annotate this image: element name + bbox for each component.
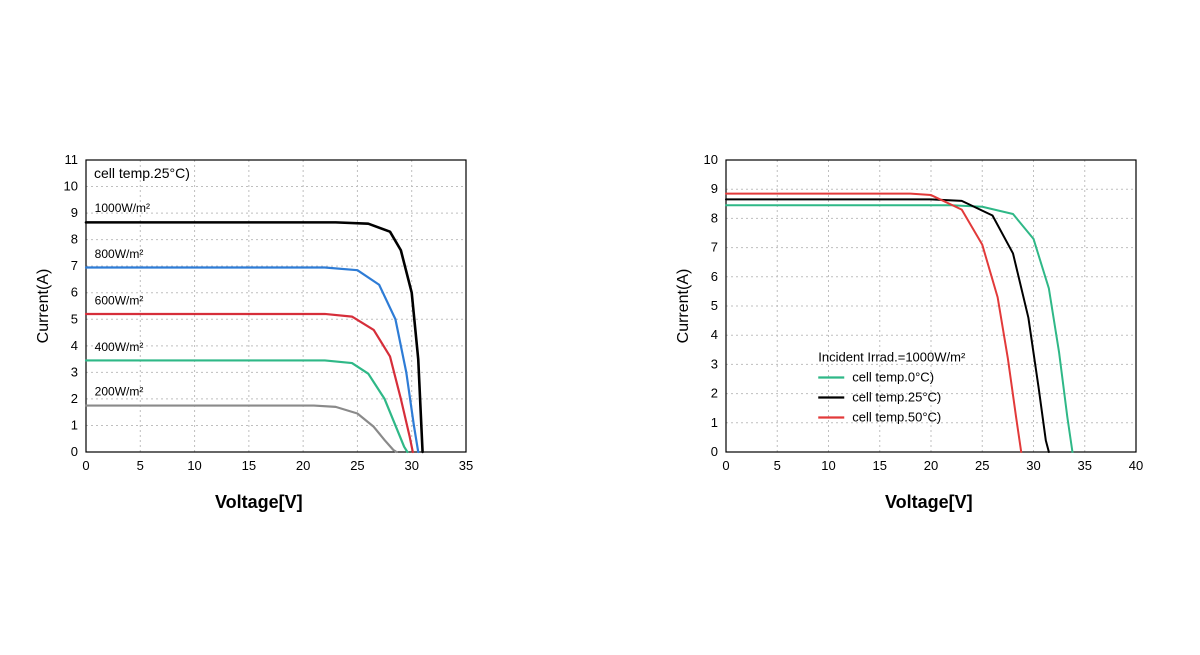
svg-text:15: 15 [873, 458, 887, 473]
svg-text:25: 25 [975, 458, 989, 473]
svg-text:Current(A): Current(A) [675, 269, 692, 344]
svg-text:7: 7 [711, 240, 718, 255]
svg-text:9: 9 [711, 181, 718, 196]
svg-text:35: 35 [459, 458, 473, 473]
svg-text:8: 8 [71, 232, 78, 247]
svg-text:0: 0 [722, 458, 729, 473]
svg-text:30: 30 [404, 458, 418, 473]
x-axis-label-left: Voltage[V] [215, 492, 303, 513]
x-axis-label-right: Voltage[V] [885, 492, 973, 513]
svg-text:30: 30 [1026, 458, 1040, 473]
svg-text:6: 6 [711, 269, 718, 284]
svg-text:800W/m²: 800W/m² [95, 247, 144, 261]
svg-text:10: 10 [821, 458, 835, 473]
svg-text:Incident Irrad.=1000W/m²: Incident Irrad.=1000W/m² [818, 349, 966, 364]
svg-text:11: 11 [65, 152, 79, 167]
figure-container: 0510152025303501234567891011Current(A)10… [0, 0, 1200, 655]
svg-text:5: 5 [774, 458, 781, 473]
svg-text:6: 6 [71, 285, 78, 300]
svg-text:400W/m²: 400W/m² [95, 340, 144, 354]
svg-text:15: 15 [242, 458, 256, 473]
svg-text:10: 10 [64, 179, 78, 194]
svg-text:cell temp.25°C): cell temp.25°C) [94, 165, 190, 181]
svg-text:9: 9 [71, 205, 78, 220]
svg-text:4: 4 [711, 327, 718, 342]
svg-text:3: 3 [71, 364, 78, 379]
svg-text:5: 5 [711, 298, 718, 313]
svg-text:200W/m²: 200W/m² [95, 385, 144, 399]
svg-text:3: 3 [711, 356, 718, 371]
svg-text:Current(A): Current(A) [35, 269, 52, 344]
svg-text:1: 1 [711, 415, 718, 430]
svg-text:40: 40 [1129, 458, 1143, 473]
svg-text:1000W/m²: 1000W/m² [95, 201, 150, 215]
charts-row: 0510152025303501234567891011Current(A)10… [0, 130, 1200, 495]
svg-text:20: 20 [924, 458, 938, 473]
svg-text:0: 0 [71, 444, 78, 459]
svg-text:0: 0 [82, 458, 89, 473]
svg-text:1: 1 [71, 417, 78, 432]
svg-text:cell temp.50°C): cell temp.50°C) [852, 409, 941, 424]
svg-text:10: 10 [187, 458, 201, 473]
svg-text:5: 5 [71, 311, 78, 326]
svg-text:4: 4 [71, 338, 78, 353]
iv-temperature-chart: 0 5 10 15 20 25 30 35 40 0 1 2 3 4 5 6 7 8 9 10 Current(A) In… [670, 130, 1160, 495]
svg-text:600W/m²: 600W/m² [95, 294, 144, 308]
svg-text:cell temp.0°C): cell temp.0°C) [852, 369, 934, 384]
svg-text:25: 25 [350, 458, 364, 473]
svg-text:20: 20 [296, 458, 310, 473]
iv-irradiance-chart: 0 5 10 15 20 25 30 35 0 1 2 3 4 5 6 7 8 9 10 11 Current(A) 10… [30, 130, 490, 495]
svg-text:8: 8 [711, 210, 718, 225]
svg-text:cell temp.25°C): cell temp.25°C) [852, 389, 941, 404]
svg-text:10: 10 [704, 152, 718, 167]
svg-text:35: 35 [1078, 458, 1092, 473]
svg-text:7: 7 [71, 258, 78, 273]
svg-text:5: 5 [137, 458, 144, 473]
svg-text:2: 2 [71, 391, 78, 406]
svg-text:2: 2 [711, 386, 718, 401]
svg-text:0: 0 [711, 444, 718, 459]
